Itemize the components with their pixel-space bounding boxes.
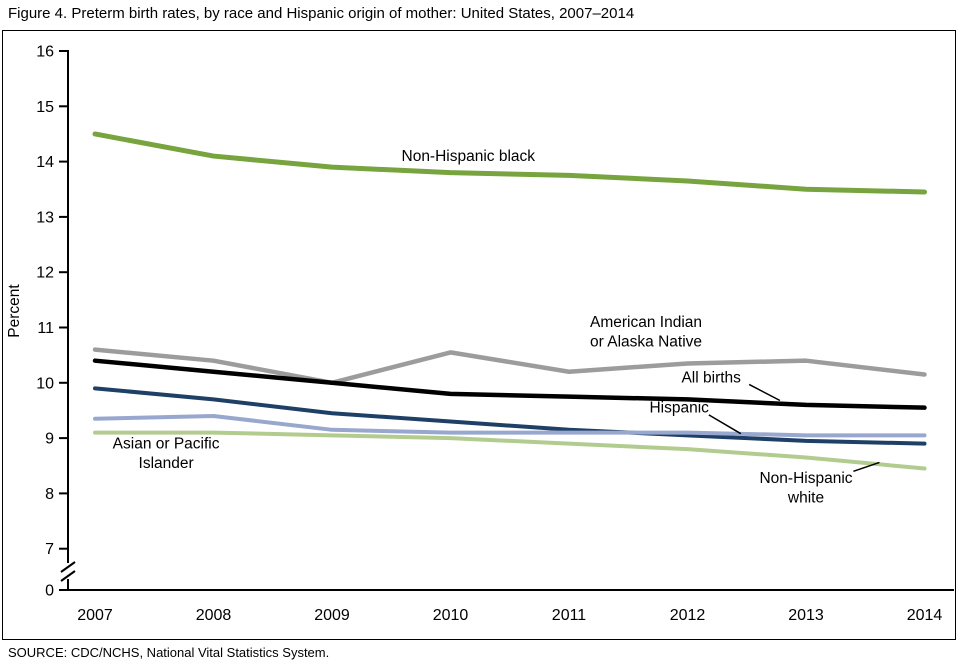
y-tick-label: 10 bbox=[36, 375, 54, 392]
y-tick-label: 14 bbox=[36, 154, 54, 171]
figure-title: Figure 4. Preterm birth rates, by race a… bbox=[8, 5, 635, 22]
series-line-non-hispanic-black bbox=[92, 131, 927, 195]
series-line-all-births bbox=[92, 358, 927, 410]
y-axis-title: Percent bbox=[6, 284, 23, 338]
annotation-hispanic: Hispanic bbox=[649, 400, 709, 417]
x-tick-label: 2007 bbox=[77, 607, 113, 624]
series-line-hispanic bbox=[93, 386, 927, 446]
series-line-asian-or-pacific-islander bbox=[93, 413, 927, 438]
y-tick-label: 9 bbox=[45, 431, 54, 448]
y-tick-label: 0 bbox=[45, 583, 54, 600]
x-tick-label: 2008 bbox=[196, 607, 232, 624]
y-tick-label: 7 bbox=[45, 541, 54, 558]
source-note: SOURCE: CDC/NCHS, National Vital Statist… bbox=[8, 645, 330, 660]
annotation-all-births: All births bbox=[681, 369, 741, 386]
annotation-non-hispanic-white: white bbox=[787, 489, 824, 506]
annotation-asian-or-pacific-islander: Asian or Pacific bbox=[113, 436, 220, 453]
annotation-non-hispanic-black: Non-Hispanic black bbox=[402, 148, 536, 165]
series-line-non-hispanic-white bbox=[93, 430, 927, 471]
chart-canvas: 0 7 8 9 10 11 12 13 14 15 16 2007 2008 2009 2010 2011 20… bbox=[6, 44, 954, 624]
series-line-american-indian-or-alaska-native bbox=[92, 347, 927, 386]
annotation-all-births-leader bbox=[748, 383, 781, 402]
annotation-asian-or-pacific-islander: Islander bbox=[139, 455, 194, 472]
x-tick-label: 2012 bbox=[670, 607, 706, 624]
x-tick-label: 2009 bbox=[314, 607, 350, 624]
x-tick-label: 2010 bbox=[433, 607, 469, 624]
y-tick-label: 13 bbox=[36, 209, 54, 226]
x-tick-label: 2014 bbox=[907, 607, 943, 624]
y-tick-label: 12 bbox=[36, 265, 54, 282]
x-tick-label: 2011 bbox=[552, 607, 587, 624]
y-tick-label: 11 bbox=[37, 320, 54, 337]
y-tick-label: 15 bbox=[36, 99, 54, 116]
annotation-hispanic-leader bbox=[708, 414, 742, 435]
axis-break-mark bbox=[60, 561, 76, 573]
annotation-non-hispanic-white-leader bbox=[853, 461, 880, 472]
annotation-american-indian-or-alaska-native: American Indian bbox=[590, 314, 702, 331]
y-tick-label: 16 bbox=[36, 44, 54, 61]
annotation-american-indian-or-alaska-native: or Alaska Native bbox=[590, 333, 702, 350]
y-tick-label: 8 bbox=[45, 486, 54, 503]
x-tick-label: 2013 bbox=[788, 607, 824, 624]
annotation-non-hispanic-white: Non-Hispanic bbox=[759, 470, 852, 487]
chart-plot-area: 0 7 8 9 10 11 12 13 14 15 16 2007 2008 2009 2010 2011 20… bbox=[2, 30, 956, 640]
axis-break-mark bbox=[60, 570, 76, 582]
